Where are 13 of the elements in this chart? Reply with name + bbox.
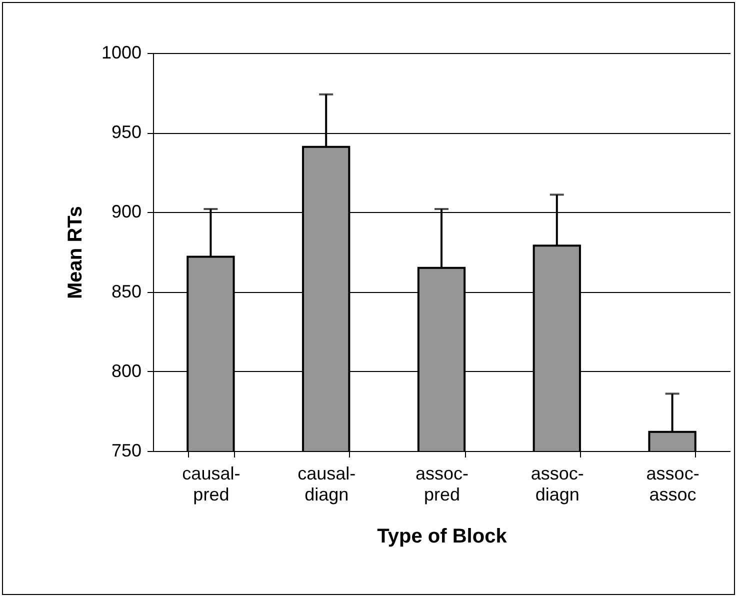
y-tick-label: 800 xyxy=(111,360,142,381)
x-tick-label: assoc-diagn xyxy=(530,464,584,504)
x-tick-label: assoc-assoc xyxy=(646,464,700,504)
x-axis-title: Type of Block xyxy=(377,526,508,548)
x-tick-label: assoc-pred xyxy=(415,464,469,504)
y-axis-title: Mean RTs xyxy=(64,206,86,299)
y-tick-label: 900 xyxy=(111,202,142,222)
x-tick-label: causal-diagn xyxy=(298,464,356,504)
y-tick-label: 750 xyxy=(111,440,142,460)
x-tick-label: causal-pred xyxy=(182,464,240,504)
y-tick-label: 850 xyxy=(111,281,142,302)
y-tick-label: 1000 xyxy=(101,42,142,62)
y-tick-label: 950 xyxy=(111,122,142,142)
